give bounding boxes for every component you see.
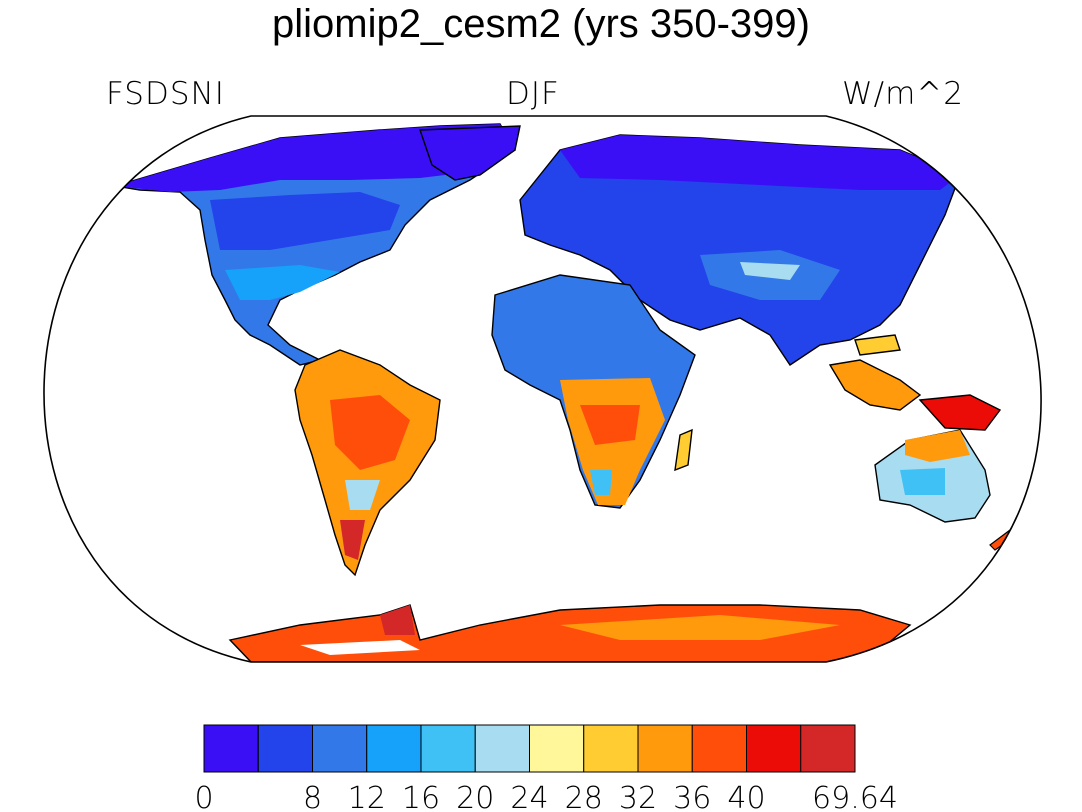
- colorbar-tick-label: 28: [565, 781, 603, 812]
- colorbar-tick-label: 32: [619, 781, 657, 812]
- colorbar-swatch: [474, 724, 530, 773]
- colorbar-swatch: [583, 724, 639, 773]
- colorbar-swatch: [691, 724, 747, 773]
- colorbar-tick-label: 20: [456, 781, 494, 812]
- north-america-landmass: [114, 123, 516, 366]
- colorbar-swatch: [800, 724, 856, 773]
- greenland-landmass: [419, 125, 521, 181]
- colorbar-swatch: [257, 724, 313, 773]
- colorbar-swatch: [637, 724, 693, 773]
- colorbar-tick-label: 24: [510, 781, 548, 812]
- colorbar-tick-label: 36: [673, 781, 711, 812]
- colorbar-swatch: [529, 724, 585, 773]
- africa-landmass: [491, 274, 696, 509]
- eurasia-landmass: [519, 134, 961, 366]
- colorbar-swatch: [420, 724, 476, 773]
- colorbar-tick-label: 0: [194, 781, 213, 812]
- map-area: [43, 116, 1042, 662]
- colorbar-tick-label: 69.64: [812, 781, 898, 812]
- colorbar-swatch: [312, 724, 368, 773]
- south-america-landmass: [294, 349, 441, 577]
- australia-landmass: [874, 429, 991, 523]
- plot-title: pliomip2_cesm2 (yrs 350-399): [271, 2, 810, 46]
- antarctica-landmass: [228, 604, 912, 662]
- colorbar-swatch: [746, 724, 802, 773]
- colorbar-tick-label: 16: [402, 781, 440, 812]
- madagascar-landmass: [674, 428, 693, 472]
- units-label: W/m^2: [842, 76, 964, 112]
- season-label: DJF: [506, 76, 560, 112]
- colorbar-tick-label: 12: [348, 781, 386, 812]
- colorbar-swatch: [203, 724, 259, 773]
- colorbar-tick-label: 40: [727, 781, 765, 812]
- southeast-asia-landmass: [828, 334, 1002, 431]
- colorbar-swatch: [366, 724, 422, 773]
- globe-outline: [43, 115, 1042, 663]
- colorbar: 0 8 12 16 20 24 28 32 36 40 69.64: [194, 724, 898, 812]
- variable-label: FSDSNI: [106, 76, 225, 112]
- colorbar-tick-label: 8: [303, 781, 322, 812]
